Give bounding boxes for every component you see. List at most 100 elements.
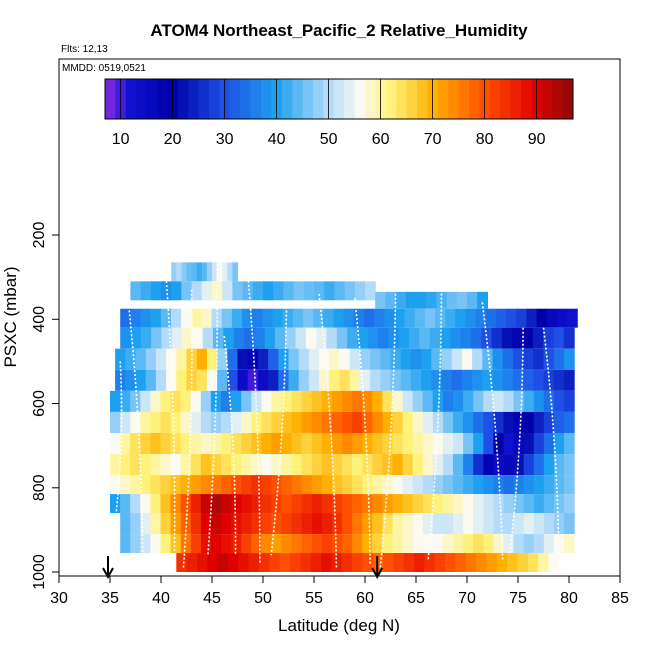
flight-track <box>165 277 176 560</box>
heatmap-cell <box>492 369 504 391</box>
colorbar-tick-label: 50 <box>320 131 338 148</box>
heatmap-cell <box>507 553 519 572</box>
heatmap-cell <box>210 432 222 455</box>
heatmap-cell <box>512 348 524 370</box>
heatmap-cell <box>221 308 233 328</box>
heatmap-cell <box>538 553 550 572</box>
heatmap-cell <box>564 454 575 476</box>
heatmap-cell <box>463 454 474 476</box>
heatmap-cell <box>553 411 565 433</box>
heatmap-cell <box>367 327 379 349</box>
heatmap-cell <box>372 475 384 495</box>
heatmap-cell <box>463 494 474 514</box>
heatmap-cell <box>241 454 252 476</box>
heatmap-cell <box>383 553 394 572</box>
heatmap-cell <box>403 553 415 572</box>
heatmap-cell <box>523 348 534 370</box>
heatmap-cell <box>269 553 281 572</box>
heatmap-cell <box>424 553 436 572</box>
heatmap-cell <box>503 390 515 412</box>
heatmap-cell <box>372 390 384 412</box>
heatmap-cell <box>120 534 131 554</box>
heatmap-cell <box>412 432 424 455</box>
heatmap-cell <box>311 390 323 412</box>
heatmap-cell <box>503 454 515 476</box>
heatmap-cell <box>410 348 422 370</box>
heatmap-cell <box>331 454 343 476</box>
heatmap-cell <box>170 513 182 535</box>
heatmap-cell <box>259 553 270 572</box>
heatmap-cell <box>473 513 484 535</box>
heatmap-cell <box>254 327 266 349</box>
heatmap-cell <box>513 534 525 554</box>
colorbar-segment <box>510 79 522 119</box>
profile-markers <box>102 556 384 580</box>
heatmap-cell <box>151 327 163 349</box>
flight-track <box>542 327 560 556</box>
heatmap-cell <box>453 494 464 514</box>
heatmap-cell <box>155 369 167 391</box>
heatmap-cell <box>370 348 381 370</box>
heatmap-cell <box>553 475 565 495</box>
heatmap-cell <box>295 327 307 349</box>
heatmap-cell <box>362 553 374 572</box>
heatmap-cell <box>473 411 484 433</box>
heatmap-cell <box>291 494 303 514</box>
colorbar-segment <box>146 79 158 119</box>
heatmap-cell <box>352 553 363 572</box>
colorbar-segment <box>188 79 200 119</box>
heatmap-cell <box>243 327 255 349</box>
heatmap-cell <box>412 534 424 554</box>
heatmap-cell <box>453 432 464 455</box>
heatmap-cell <box>412 494 424 514</box>
heatmap-cell <box>342 411 353 433</box>
heatmap-cell <box>564 494 575 514</box>
heatmap-cell <box>431 369 443 391</box>
heatmap-cell <box>261 390 273 412</box>
heatmap-cell <box>281 432 293 455</box>
flight-track <box>115 361 123 514</box>
heatmap-cell <box>110 390 121 412</box>
heatmap-cell <box>232 281 244 301</box>
heatmap-cell <box>493 411 505 433</box>
heatmap-cell <box>388 327 400 349</box>
heatmap-cell <box>436 291 448 309</box>
heatmap-cell <box>311 534 323 554</box>
heatmap-cell <box>362 411 373 433</box>
x-tick-label: 45 <box>203 590 221 607</box>
heatmap-cell <box>465 308 477 328</box>
heatmap-cell <box>513 390 525 412</box>
heatmap-cell <box>349 369 361 391</box>
heatmap-cell <box>301 411 313 433</box>
heatmap-cell <box>463 513 474 535</box>
heatmap-cell <box>321 432 333 455</box>
heatmap-cell <box>160 494 172 514</box>
heatmap-cell <box>404 308 416 328</box>
heatmap-cell <box>382 494 394 514</box>
heatmap-cell <box>501 327 513 349</box>
colorbar-segment <box>177 79 189 119</box>
x-tick-label: 70 <box>458 590 476 607</box>
heatmap-cell <box>171 262 177 282</box>
heatmap-cells <box>110 262 578 572</box>
heatmap-cell <box>493 513 505 535</box>
heatmap-cell <box>453 390 464 412</box>
flight-track <box>318 293 338 568</box>
heatmap-cell <box>171 281 182 301</box>
heatmap-cell <box>502 369 514 391</box>
heatmap-cell <box>135 348 147 370</box>
heatmap-cell <box>362 513 373 535</box>
heatmap-cell <box>352 475 363 495</box>
heatmap-cell <box>251 534 263 554</box>
heatmap-cell <box>329 369 341 391</box>
heatmap-cell <box>160 308 172 328</box>
heatmap-cell <box>237 348 249 370</box>
heatmap-cell <box>190 432 202 455</box>
heatmap-cell <box>482 348 494 370</box>
heatmap-cell <box>314 281 325 301</box>
heatmap-cell <box>130 534 141 554</box>
profile-marker-arrowhead <box>371 567 384 580</box>
heatmap-cell <box>532 327 544 349</box>
heatmap-cell <box>196 369 208 391</box>
heatmap-cell <box>412 513 424 535</box>
